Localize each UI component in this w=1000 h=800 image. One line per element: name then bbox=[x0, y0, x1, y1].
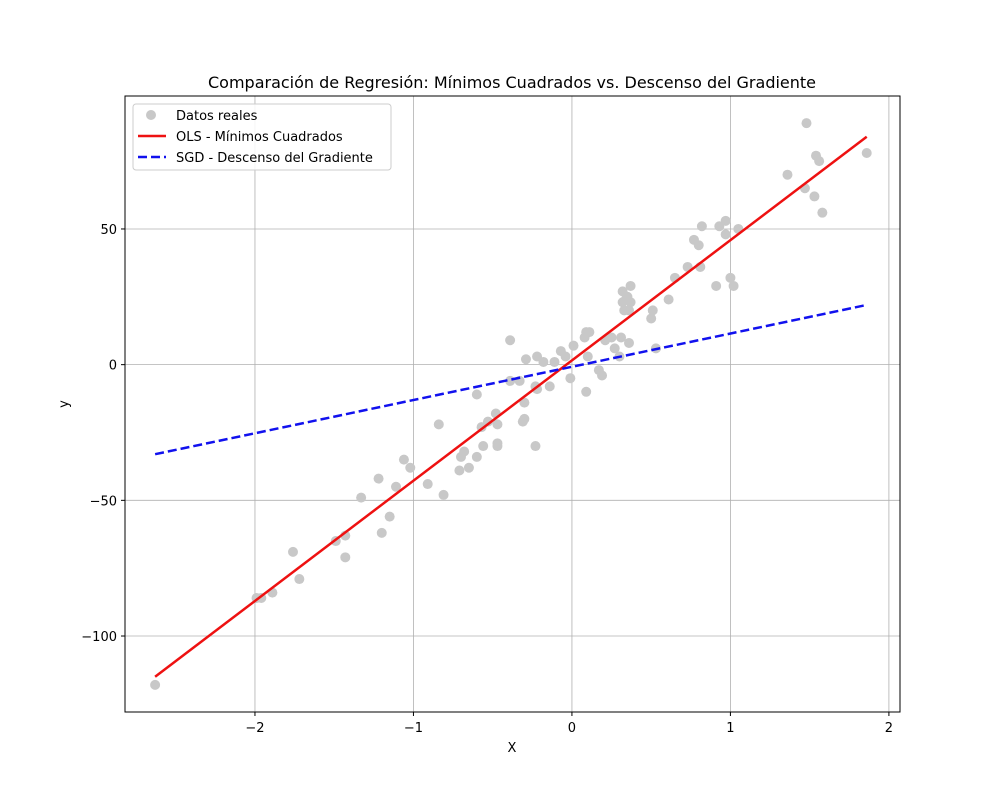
data-point bbox=[391, 481, 402, 492]
data-point bbox=[720, 215, 731, 226]
legend-box bbox=[132, 103, 392, 171]
legend-label: OLS - Mínimos Cuadrados bbox=[176, 130, 343, 145]
data-point bbox=[606, 332, 617, 343]
data-point bbox=[471, 389, 482, 400]
data-point bbox=[433, 419, 444, 430]
data-point bbox=[584, 327, 595, 338]
data-point bbox=[817, 207, 828, 218]
data-point bbox=[376, 527, 387, 538]
data-point bbox=[801, 118, 812, 129]
data-point bbox=[454, 465, 465, 476]
data-point bbox=[463, 462, 474, 473]
legend: Datos reales OLS - Mínimos Cuadrados SGD -… bbox=[132, 103, 392, 171]
x-tick-label: −1 bbox=[404, 721, 423, 736]
data-point bbox=[405, 462, 416, 473]
data-point bbox=[422, 479, 433, 490]
data-point bbox=[549, 356, 560, 367]
data-point bbox=[492, 441, 503, 452]
data-point bbox=[693, 240, 704, 251]
legend-label: SGD - Descenso del Gradiente bbox=[176, 151, 373, 166]
x-tick-label: 2 bbox=[885, 721, 893, 736]
y-tick-label: 0 bbox=[109, 359, 117, 374]
y-tick-label: 50 bbox=[100, 223, 117, 238]
data-point bbox=[623, 305, 634, 316]
data-point bbox=[560, 351, 571, 362]
data-point bbox=[492, 419, 503, 430]
data-point bbox=[519, 397, 530, 408]
data-point bbox=[711, 280, 722, 291]
data-point bbox=[623, 337, 634, 348]
sgd-line bbox=[154, 303, 867, 456]
data-point bbox=[505, 335, 516, 346]
plot-frame bbox=[124, 95, 901, 713]
data-point bbox=[581, 386, 592, 397]
data-point bbox=[728, 280, 739, 291]
data-point bbox=[340, 552, 351, 563]
legend-marker-scatter bbox=[146, 110, 156, 120]
data-point bbox=[544, 381, 555, 392]
data-point bbox=[663, 294, 674, 305]
data-point bbox=[565, 373, 576, 384]
data-point bbox=[520, 354, 531, 365]
data-point bbox=[459, 446, 470, 457]
data-point bbox=[625, 297, 636, 308]
x-tick-label: 1 bbox=[726, 721, 734, 736]
chart-title: Comparación de Regresión: Mínimos Cuadra… bbox=[208, 73, 816, 92]
data-point bbox=[356, 492, 367, 503]
data-point bbox=[725, 272, 736, 283]
data-point bbox=[287, 546, 298, 557]
data-point bbox=[384, 511, 395, 522]
data-point bbox=[294, 574, 305, 585]
data-point bbox=[471, 451, 482, 462]
data-point bbox=[538, 356, 549, 367]
data-point bbox=[398, 454, 409, 465]
x-tick-label: 0 bbox=[568, 721, 576, 736]
data-point bbox=[625, 280, 636, 291]
data-point bbox=[720, 229, 731, 240]
data-point bbox=[696, 221, 707, 232]
data-point bbox=[616, 332, 627, 343]
plot-data bbox=[150, 118, 872, 690]
data-point bbox=[150, 679, 161, 690]
data-point bbox=[609, 343, 620, 354]
data-point bbox=[438, 489, 449, 500]
data-point bbox=[809, 191, 820, 202]
data-point bbox=[530, 441, 541, 452]
legend-label: Datos reales bbox=[176, 109, 258, 124]
data-point bbox=[519, 413, 530, 424]
data-point bbox=[861, 147, 872, 158]
data-point bbox=[597, 370, 608, 381]
data-point bbox=[582, 351, 593, 362]
grid bbox=[125, 96, 900, 712]
axis-ticks: −2 −1 0 1 2 −100 −50 0 50 bbox=[81, 223, 893, 736]
y-axis-label: y bbox=[57, 400, 72, 408]
data-point bbox=[373, 473, 384, 484]
y-tick-label: −100 bbox=[81, 630, 117, 645]
data-point bbox=[478, 441, 489, 452]
data-point bbox=[568, 340, 579, 351]
x-tick-label: −2 bbox=[245, 721, 264, 736]
x-axis-label: X bbox=[508, 741, 517, 756]
data-point bbox=[532, 384, 543, 395]
data-point bbox=[482, 416, 493, 427]
data-point bbox=[646, 313, 657, 324]
data-point bbox=[647, 305, 658, 316]
data-point bbox=[782, 169, 793, 180]
ols-line bbox=[154, 135, 868, 678]
data-point bbox=[814, 156, 825, 167]
y-tick-label: −50 bbox=[90, 494, 117, 509]
